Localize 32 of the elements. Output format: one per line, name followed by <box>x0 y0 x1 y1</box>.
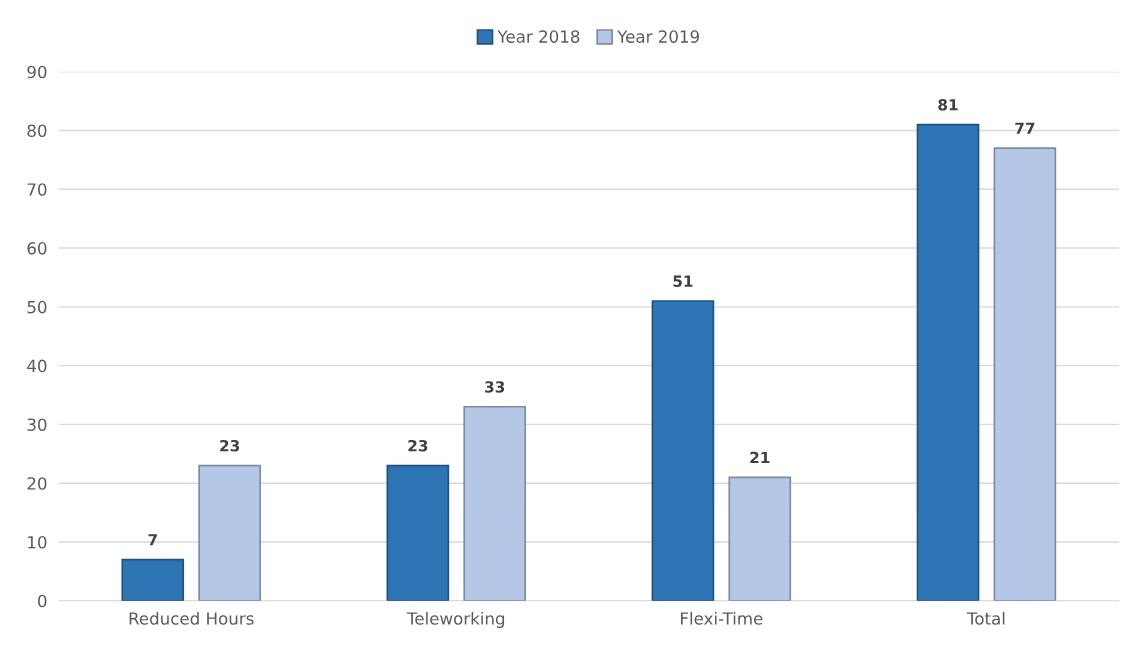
data-label: 21 <box>750 451 770 464</box>
x-tick-label: Total <box>966 611 1005 625</box>
y-tick-label: 60 <box>27 242 47 255</box>
y-tick-label: 90 <box>27 65 47 79</box>
bar <box>651 300 715 601</box>
data-label: 7 <box>148 534 157 546</box>
y-tick-label: 70 <box>27 183 47 196</box>
bar <box>728 476 792 601</box>
data-label: 81 <box>938 98 958 111</box>
bar <box>993 147 1057 601</box>
x-tick-label: Teleworking <box>406 611 505 629</box>
legend-label: Year 2019 <box>617 30 699 43</box>
data-label: 51 <box>673 275 693 287</box>
y-tick-label: 20 <box>27 477 47 490</box>
x-tick-label: Flexi-Time <box>681 611 763 625</box>
bar <box>463 405 527 601</box>
y-tick-label: 40 <box>27 359 47 373</box>
y-tick-label: 80 <box>27 124 47 138</box>
y-tick-label: 10 <box>28 535 47 549</box>
data-label: 33 <box>485 381 505 393</box>
y-tick-label: 0 <box>38 594 47 608</box>
bar <box>121 558 185 601</box>
data-label: 23 <box>408 439 428 452</box>
bar <box>386 464 450 601</box>
data-label: 23 <box>220 439 240 452</box>
legend-label: Year 2018 <box>497 30 580 43</box>
bar <box>916 123 980 601</box>
y-tick-label: 50 <box>27 300 47 314</box>
data-label: 77 <box>1015 122 1035 134</box>
x-tick-label: Reduced Hours <box>129 611 254 625</box>
bar <box>198 464 261 601</box>
y-tick-label: 30 <box>27 418 47 431</box>
